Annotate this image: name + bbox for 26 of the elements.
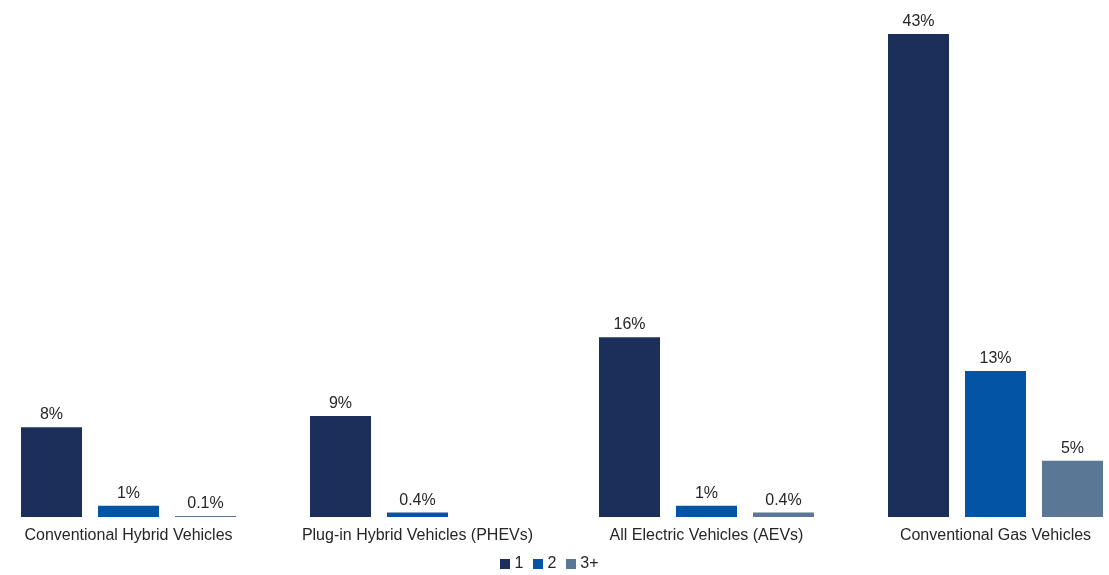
data-label: 0.4% <box>399 490 436 508</box>
data-label: 0.4% <box>765 490 802 508</box>
data-label: 0.1% <box>187 493 224 511</box>
data-label: 1% <box>694 483 719 501</box>
legend-label: 1 <box>514 554 524 571</box>
bar <box>21 427 82 517</box>
data-label: 13% <box>979 348 1012 366</box>
data-label: 43% <box>902 12 935 29</box>
x-tick-label: Conventional Hybrid Vehicles <box>24 526 233 544</box>
bar <box>310 415 371 517</box>
data-label: 9% <box>328 393 353 411</box>
data-label: 5% <box>1060 438 1085 456</box>
bar <box>599 337 660 517</box>
data-label: 16% <box>613 315 646 333</box>
x-tick-label: Conventional Gas Vehicles <box>899 526 1092 544</box>
bar <box>965 370 1026 517</box>
x-tick-label: Plug-in Hybrid Vehicles (PHEVs) <box>301 526 534 544</box>
data-label: 8% <box>39 405 64 423</box>
bar <box>98 505 159 517</box>
x-tick-label: All Electric Vehicles (AEVs) <box>609 526 804 544</box>
data-label: 1% <box>116 483 141 501</box>
bar <box>1042 460 1103 517</box>
legend-label: 3+ <box>580 554 599 571</box>
legend-label: 2 <box>547 554 557 571</box>
bar <box>676 505 737 517</box>
bar <box>888 34 949 517</box>
